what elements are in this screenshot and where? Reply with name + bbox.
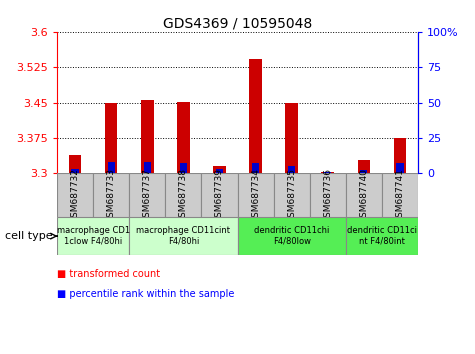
Bar [143, 162, 151, 173]
FancyBboxPatch shape [274, 173, 310, 217]
FancyBboxPatch shape [57, 173, 93, 217]
FancyBboxPatch shape [129, 217, 238, 255]
Text: GSM687741: GSM687741 [396, 168, 404, 223]
Title: GDS4369 / 10595048: GDS4369 / 10595048 [163, 17, 312, 31]
Bar [180, 163, 187, 173]
FancyBboxPatch shape [310, 173, 346, 217]
Bar [285, 103, 298, 173]
Text: GSM687739: GSM687739 [215, 168, 224, 223]
Bar [360, 170, 368, 173]
Bar [396, 163, 404, 173]
Text: GSM687736: GSM687736 [323, 168, 332, 223]
Text: GSM687734: GSM687734 [251, 168, 260, 223]
Text: GSM687733: GSM687733 [107, 168, 115, 223]
FancyBboxPatch shape [201, 173, 238, 217]
Text: macrophage CD11cint
F4/80hi: macrophage CD11cint F4/80hi [136, 227, 230, 246]
Bar [288, 166, 295, 173]
Text: GSM687738: GSM687738 [179, 168, 188, 223]
FancyBboxPatch shape [238, 173, 274, 217]
FancyBboxPatch shape [346, 173, 382, 217]
Text: GSM687735: GSM687735 [287, 168, 296, 223]
Bar [71, 169, 79, 173]
Text: dendritic CD11ci
nt F4/80int: dendritic CD11ci nt F4/80int [347, 227, 417, 246]
Bar [322, 172, 334, 173]
Text: macrophage CD1
1clow F4/80hi: macrophage CD1 1clow F4/80hi [57, 227, 130, 246]
Text: GSM687740: GSM687740 [360, 168, 368, 223]
Bar [249, 59, 262, 173]
FancyBboxPatch shape [57, 217, 129, 255]
Bar [216, 169, 223, 173]
Text: dendritic CD11chi
F4/80low: dendritic CD11chi F4/80low [254, 227, 329, 246]
FancyBboxPatch shape [382, 173, 418, 217]
Bar [358, 160, 370, 173]
FancyBboxPatch shape [165, 173, 201, 217]
Bar [177, 102, 190, 173]
FancyBboxPatch shape [129, 173, 165, 217]
Bar [69, 155, 81, 173]
Text: GSM687732: GSM687732 [71, 168, 79, 223]
Bar [394, 138, 406, 173]
FancyBboxPatch shape [346, 217, 418, 255]
Bar [105, 103, 117, 173]
Text: ■ transformed count: ■ transformed count [57, 269, 160, 279]
Text: ■ percentile rank within the sample: ■ percentile rank within the sample [57, 289, 234, 298]
Bar [141, 100, 153, 173]
Bar [107, 162, 115, 173]
Text: GSM687737: GSM687737 [143, 168, 152, 223]
Bar [252, 163, 259, 173]
Bar [213, 166, 226, 173]
Text: cell type: cell type [5, 231, 52, 241]
Bar [324, 172, 332, 173]
FancyBboxPatch shape [238, 217, 346, 255]
FancyBboxPatch shape [93, 173, 129, 217]
